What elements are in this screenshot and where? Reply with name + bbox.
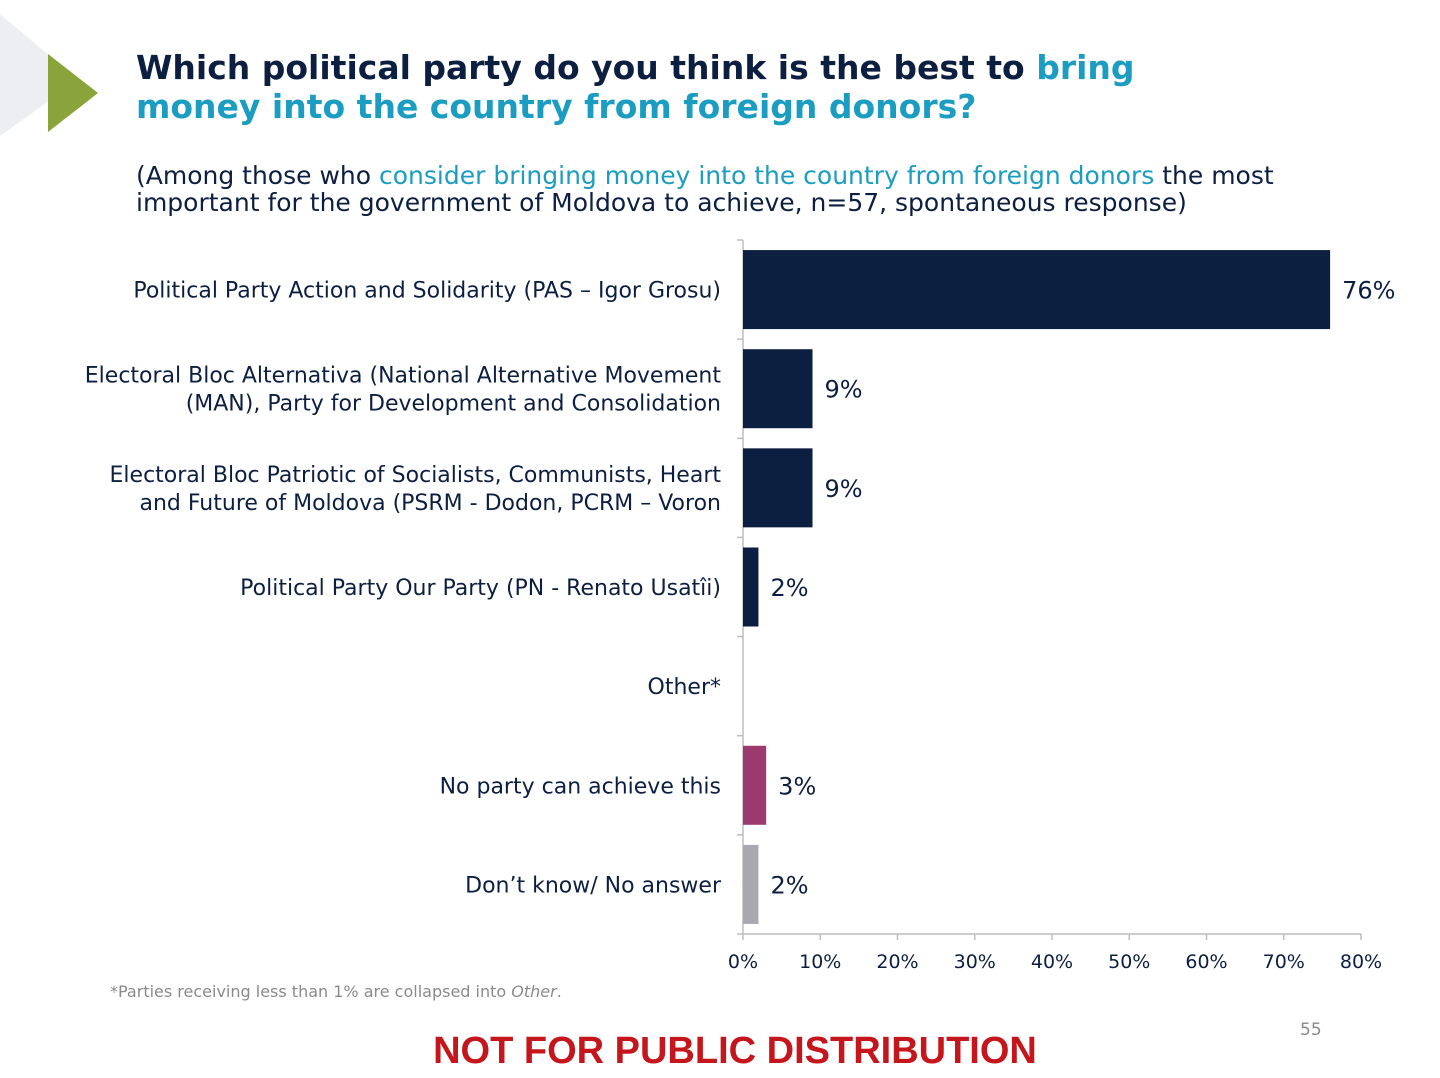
category-label: (MAN), Party for Development and Consoli… bbox=[186, 392, 721, 417]
distribution-banner: NOT FOR PUBLIC DISTRIBUTION bbox=[433, 1030, 1037, 1072]
x-tick-label: 70% bbox=[1263, 951, 1305, 973]
x-tick-label: 0% bbox=[728, 951, 758, 973]
category-label: Political Party Our Party (PN - Renato U… bbox=[240, 576, 721, 601]
x-tick-label: 20% bbox=[876, 951, 918, 973]
data-label: 9% bbox=[825, 376, 863, 404]
data-label: 2% bbox=[770, 574, 808, 602]
bar bbox=[743, 844, 759, 924]
bar bbox=[743, 745, 767, 825]
category-label: Political Party Action and Solidarity (P… bbox=[133, 279, 721, 304]
category-label: and Future of Moldova (PSRM - Dodon, PCR… bbox=[139, 491, 721, 516]
data-label: 76% bbox=[1342, 277, 1395, 305]
x-tick-label: 30% bbox=[954, 951, 996, 973]
bar bbox=[743, 448, 813, 528]
bar bbox=[743, 250, 1331, 330]
bar bbox=[743, 547, 759, 627]
page-title: Which political party do you think is th… bbox=[136, 48, 1135, 126]
category-label: Electoral Bloc Alternativa (National Alt… bbox=[85, 364, 722, 389]
corner-decoration bbox=[0, 14, 78, 136]
footnote: *Parties receiving less than 1% are coll… bbox=[110, 982, 562, 1001]
page-subtitle: (Among those who consider bringing money… bbox=[136, 161, 1274, 217]
category-label: Other* bbox=[648, 675, 721, 700]
play-arrow-icon bbox=[48, 54, 98, 132]
x-tick-label: 50% bbox=[1108, 951, 1150, 973]
data-label: 2% bbox=[770, 871, 808, 899]
category-label: Don’t know/ No answer bbox=[465, 873, 722, 898]
category-label: No party can achieve this bbox=[440, 774, 721, 799]
x-tick-label: 80% bbox=[1340, 951, 1382, 973]
category-label: Electoral Bloc Patriotic of Socialists, … bbox=[110, 463, 722, 488]
x-tick-label: 60% bbox=[1185, 951, 1227, 973]
data-label: 3% bbox=[778, 772, 816, 800]
data-label: 9% bbox=[825, 475, 863, 503]
x-tick-label: 10% bbox=[799, 951, 841, 973]
x-tick-label: 40% bbox=[1031, 951, 1073, 973]
bar bbox=[743, 349, 813, 429]
page-number: 55 bbox=[1300, 1020, 1322, 1040]
